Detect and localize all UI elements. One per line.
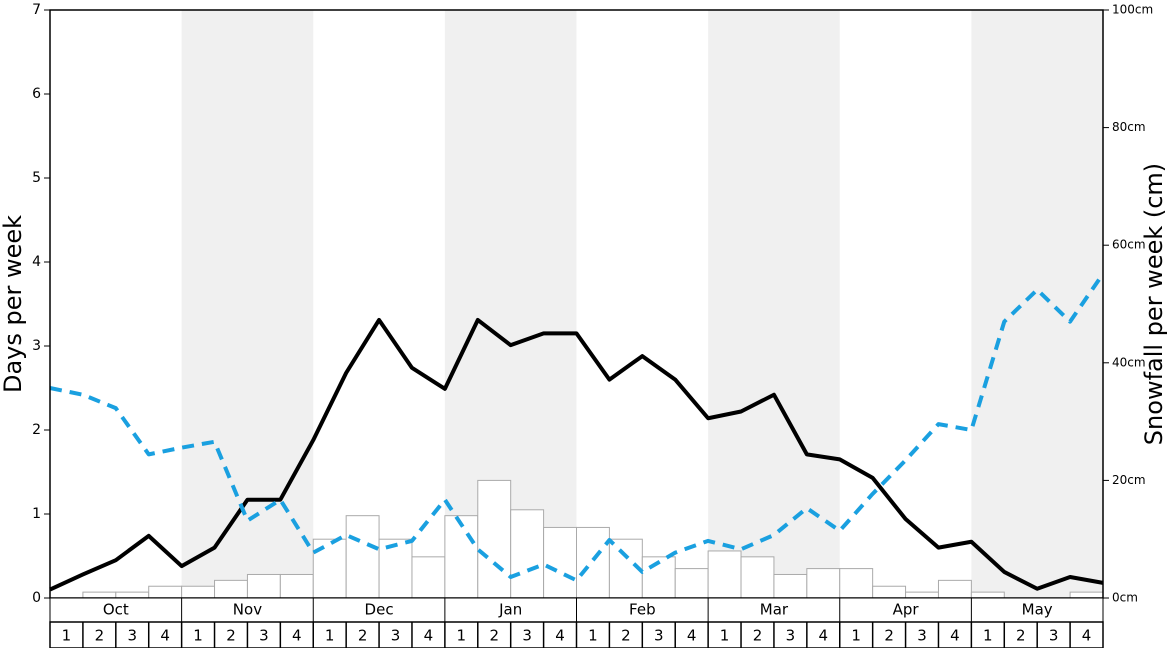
bar (82, 591, 117, 599)
bar (181, 585, 216, 599)
month-label: Nov (233, 601, 262, 619)
bar (707, 550, 742, 599)
bar (477, 479, 512, 599)
y-tick-label: 0 (32, 590, 41, 606)
x-tick-label: 2 (753, 627, 763, 645)
x-tick-label: 3 (391, 627, 401, 645)
x-tick-label: 4 (687, 627, 697, 645)
x-tick-label: 2 (95, 627, 105, 645)
x-tick-label: 4 (950, 627, 960, 645)
x-tick-label: 2 (226, 627, 236, 645)
x-tick-label: 4 (1082, 627, 1092, 645)
x-tick-label: 3 (127, 627, 137, 645)
bar (214, 579, 248, 599)
x-tick-label: 3 (522, 627, 532, 645)
x-tick-label: 3 (917, 627, 927, 645)
y-tick-label: 6 (32, 86, 41, 102)
x-tick-label: 2 (884, 627, 894, 645)
y2-tick-label: 100cm (1112, 3, 1153, 17)
x-tick-label: 1 (457, 627, 467, 645)
y2-tick-label: 40cm (1112, 355, 1146, 369)
bar (148, 585, 183, 599)
month-shade (181, 10, 314, 598)
month-label: Oct (103, 601, 129, 619)
month-label: Dec (365, 601, 394, 619)
x-tick-label: 2 (621, 627, 631, 645)
x-tick-label: 1 (325, 627, 335, 645)
x-tick-label: 1 (720, 627, 730, 645)
bar (279, 573, 314, 599)
x-tick-label: 3 (786, 627, 796, 645)
month-label: Apr (893, 601, 920, 619)
x-tick-label: 1 (851, 627, 861, 645)
bar (839, 568, 874, 599)
bar (740, 556, 775, 599)
y-tick-label: 5 (32, 170, 41, 186)
y-tick-label: 2 (32, 422, 41, 438)
bar (905, 591, 939, 599)
bar (970, 591, 1005, 599)
bar (806, 568, 841, 599)
y-tick-label: 7 (32, 2, 41, 18)
x-tick-label: 2 (489, 627, 499, 645)
bar (115, 591, 150, 599)
x-tick-label: 4 (160, 627, 170, 645)
month-label: Feb (629, 601, 656, 619)
month-label: Mar (760, 601, 789, 619)
x-tick-label: 4 (555, 627, 565, 645)
line (49, 317, 1104, 592)
x-tick-label: 4 (819, 627, 829, 645)
x-tick-label: 1 (193, 627, 203, 645)
x-tick-label: 3 (1049, 627, 1059, 645)
x-tick-label: 1 (983, 627, 993, 645)
x-tick-label: 4 (424, 627, 434, 645)
x-tick-label: 3 (654, 627, 664, 645)
bar (773, 573, 808, 599)
month-label: Jan (498, 601, 522, 619)
bar (378, 538, 413, 599)
bar (543, 526, 577, 599)
bar (937, 579, 972, 599)
x-tick-label: 1 (588, 627, 598, 645)
y2-tick-label: 20cm (1112, 473, 1146, 487)
y2-tick-label: 80cm (1112, 120, 1146, 134)
x-tick-label: 2 (1016, 627, 1026, 645)
bar (345, 515, 380, 599)
y-tick-label: 1 (32, 506, 41, 522)
x-tick-label: 2 (358, 627, 368, 645)
month-shade (708, 10, 840, 598)
line (49, 272, 1105, 583)
x-tick-label: 4 (292, 627, 302, 645)
bar (576, 526, 610, 599)
bar (411, 556, 446, 599)
y-tick-label: 3 (32, 338, 41, 354)
x-tick-label: 1 (62, 627, 72, 645)
y2-tick-label: 60cm (1112, 238, 1146, 252)
bar (510, 509, 545, 599)
bar (444, 515, 479, 599)
y2-tick-label: 0cm (1112, 591, 1138, 605)
y-axis-label: Days per week (0, 215, 27, 393)
y-tick-label: 4 (32, 254, 41, 270)
bar (674, 568, 709, 599)
y2-axis-label: Snowfall per week (cm) (1140, 163, 1168, 445)
bar (1069, 591, 1104, 599)
month-label: May (1022, 601, 1053, 619)
x-tick-label: 3 (259, 627, 269, 645)
bar (246, 573, 281, 599)
bar (872, 585, 907, 599)
